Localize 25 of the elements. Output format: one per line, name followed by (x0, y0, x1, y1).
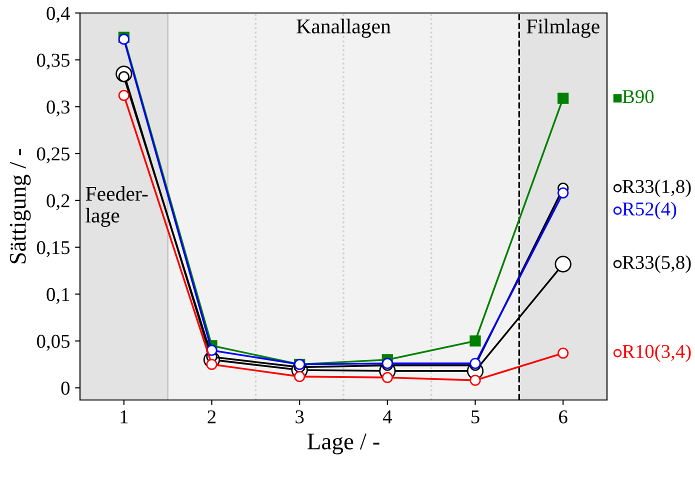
x-tick-label: 6 (559, 410, 568, 424)
legend-label: R33(1,8) (622, 179, 691, 198)
band-label: Feeder- lage (86, 186, 148, 227)
y-tick-label: 0,1 (46, 288, 70, 304)
y-tick-label: 0,4 (46, 6, 70, 23)
legend-label: B90 (622, 90, 654, 104)
y-tick-label: 0 (61, 382, 70, 395)
band-label: Filmlage (526, 18, 600, 38)
y-axis-title: Sättigung / - (10, 148, 31, 264)
x-tick-label: 4 (382, 410, 392, 424)
y-tick-label: 0,15 (36, 241, 70, 257)
x-axis-title: Lage / - (307, 434, 380, 454)
y-tick-label: 0,2 (46, 194, 70, 210)
legend-label: R10(3,4) (622, 344, 691, 362)
x-tick-label: 1 (120, 410, 128, 424)
y-tick-label: 0,35 (36, 54, 70, 70)
legend-label: R33(5,8) (622, 255, 691, 273)
y-tick-label: 0,25 (36, 147, 70, 164)
band-label: Kanallagen (296, 18, 391, 38)
x-tick-label: 3 (296, 410, 304, 424)
x-tick-label: 5 (472, 410, 480, 424)
y-tick-label: 0,3 (46, 100, 70, 116)
y-tick-label: 0,05 (36, 334, 70, 351)
x-tick-label: 2 (208, 410, 216, 424)
legend-label: R52(4) (622, 202, 676, 220)
